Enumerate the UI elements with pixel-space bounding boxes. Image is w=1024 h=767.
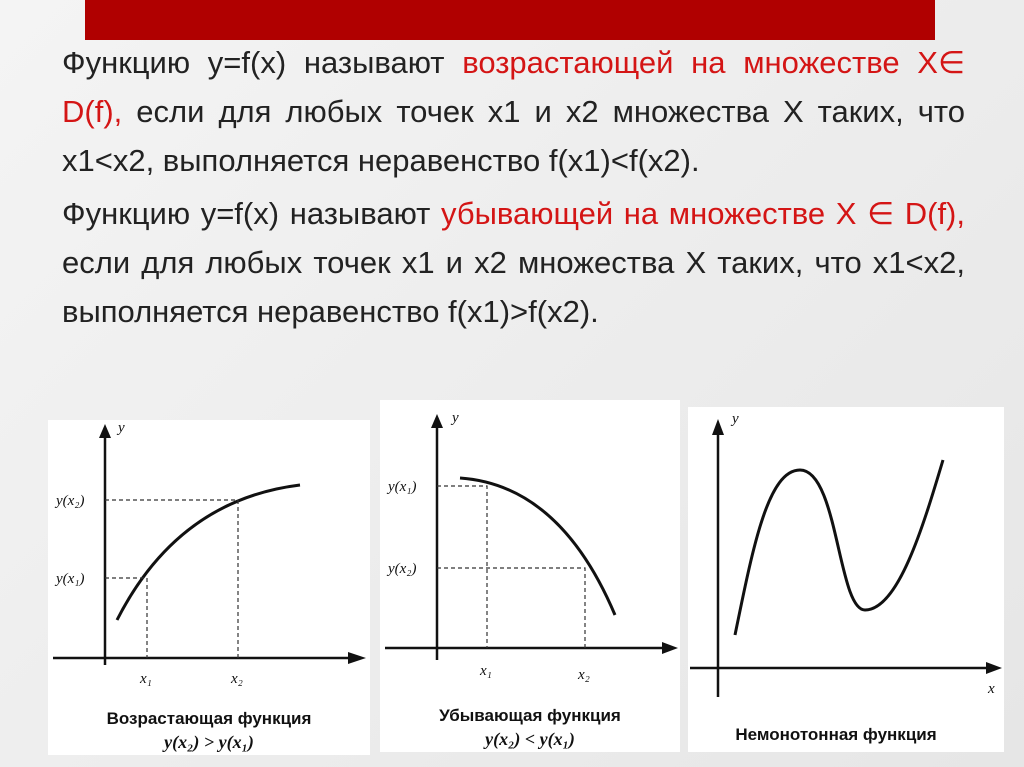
arrow: [99, 424, 111, 438]
curve: [115, 483, 301, 621]
guide: [105, 499, 239, 658]
tick-label: y(x₂): [386, 561, 417, 577]
tick-label: x₂: [577, 667, 590, 683]
graph-panel: y y(x₁) y(x₂) x₁ x₂ Убывающая функция y(…: [380, 400, 680, 752]
graph: y x Немонотонная функция: [690, 411, 1002, 744]
tick-label: x₁: [139, 671, 152, 687]
caption: Убывающая функция: [439, 706, 621, 725]
paragraph: Функцию y=f(x) называют возрастающей на …: [62, 38, 965, 185]
graph: y y(x₂) y(x₁) x₁ x₂ Возрастающая функция…: [53, 420, 366, 753]
tick-label: y(x₁): [386, 479, 417, 495]
axis-label: x: [987, 681, 995, 697]
paragraph: Функцию y=f(x) называют убывающей на мно…: [62, 189, 965, 336]
graph-panel: y x Немонотонная функция: [688, 407, 1004, 752]
arrow: [348, 652, 366, 664]
caption: Возрастающая функция: [107, 709, 312, 728]
text: если для любых точек x1 и x2 множества X…: [62, 245, 965, 329]
arrow: [986, 662, 1002, 674]
arrow: [662, 642, 678, 654]
curve: [459, 476, 617, 616]
graph-panel: y y(x₂) y(x₁) x₁ x₂ Возрастающая функция…: [48, 420, 370, 755]
tick-label: x₁: [479, 663, 492, 679]
caption: Немонотонная функция: [735, 725, 936, 744]
highlight: возрастающей на множестве X∈ D(f),: [62, 45, 965, 129]
text: если для любых точек x1 и x2 множества X…: [62, 94, 965, 178]
guide: [437, 485, 586, 648]
graph: y y(x₁) y(x₂) x₁ x₂ Убывающая функция y(…: [385, 410, 678, 750]
axis-label: y: [116, 420, 125, 436]
axis-label: y: [450, 410, 459, 426]
tick-label: y(x₁): [54, 571, 85, 587]
arrow: [431, 414, 443, 428]
text: Функцию y=f(x) называют: [62, 196, 441, 231]
tick-label: y(x₂): [54, 493, 85, 509]
caption: y(x₂) < y(x₁): [483, 729, 575, 750]
tick-label: x₂: [230, 671, 243, 687]
title-bar: [85, 0, 935, 40]
curve: [733, 459, 945, 636]
axis-label: y: [730, 411, 739, 427]
caption: y(x₂) > y(x₁): [162, 732, 254, 753]
highlight: убывающей на множестве X ∈ D(f),: [440, 196, 965, 231]
arrow: [712, 419, 724, 435]
text-block: Функцию y=f(x) называют возрастающей на …: [62, 38, 965, 340]
text: Функцию y=f(x) называют: [62, 45, 463, 80]
